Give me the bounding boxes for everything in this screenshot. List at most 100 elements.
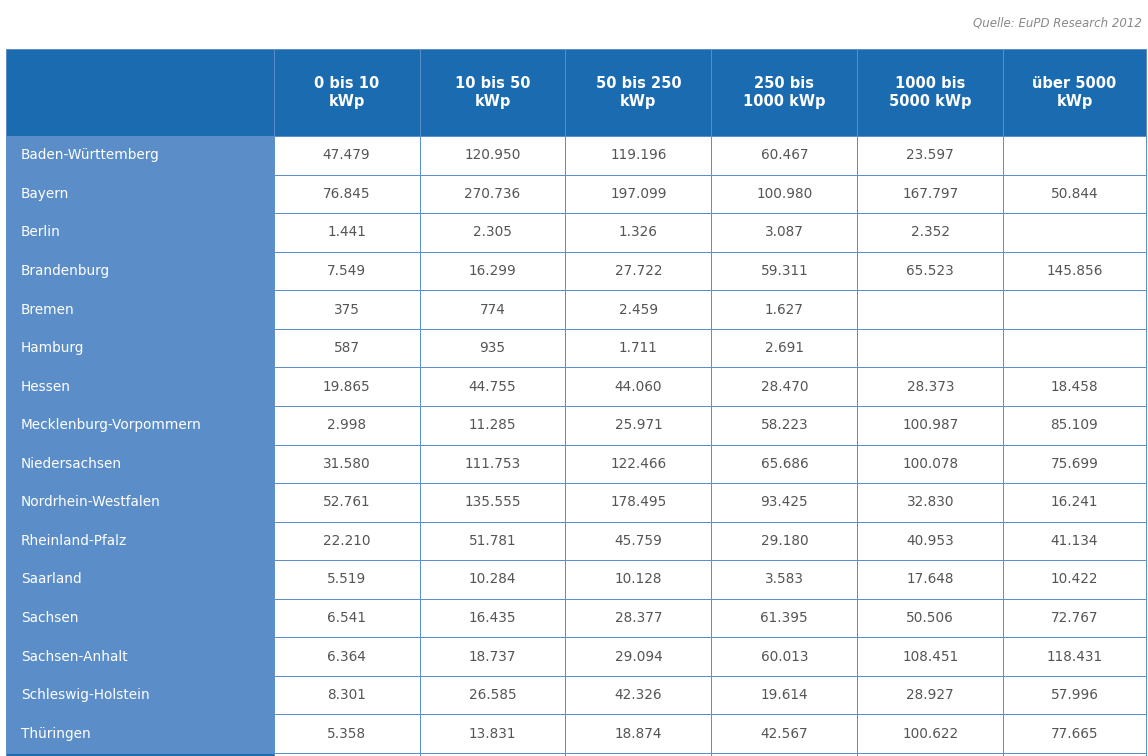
Text: über 5000
kWp: über 5000 kWp bbox=[1032, 76, 1117, 109]
Text: 19.865: 19.865 bbox=[323, 380, 371, 394]
Text: 23.597: 23.597 bbox=[907, 148, 954, 163]
Bar bbox=[6, 406, 273, 445]
Bar bbox=[1003, 49, 1146, 136]
Bar bbox=[566, 522, 712, 560]
Text: 44.755: 44.755 bbox=[468, 380, 517, 394]
Bar bbox=[419, 560, 566, 599]
Text: 59.311: 59.311 bbox=[760, 264, 808, 278]
Bar bbox=[1003, 522, 1146, 560]
Text: 28.377: 28.377 bbox=[614, 611, 662, 625]
Bar bbox=[273, 252, 419, 290]
Bar bbox=[858, 136, 1003, 175]
Bar bbox=[419, 637, 566, 676]
Bar bbox=[566, 753, 712, 756]
Text: 6.541: 6.541 bbox=[327, 611, 366, 625]
Bar bbox=[6, 290, 273, 329]
Text: 19.614: 19.614 bbox=[760, 688, 808, 702]
Bar bbox=[273, 445, 419, 483]
Text: 108.451: 108.451 bbox=[902, 649, 959, 664]
Text: 93.425: 93.425 bbox=[760, 495, 808, 510]
Text: 28.470: 28.470 bbox=[761, 380, 808, 394]
Bar bbox=[419, 406, 566, 445]
Text: 61.395: 61.395 bbox=[760, 611, 808, 625]
Text: 6.364: 6.364 bbox=[327, 649, 366, 664]
Bar bbox=[566, 213, 712, 252]
Text: 118.431: 118.431 bbox=[1046, 649, 1102, 664]
Text: 100.987: 100.987 bbox=[902, 418, 959, 432]
Bar bbox=[566, 483, 712, 522]
Text: 145.856: 145.856 bbox=[1046, 264, 1102, 278]
Text: Hamburg: Hamburg bbox=[21, 341, 84, 355]
Text: 60.013: 60.013 bbox=[761, 649, 808, 664]
Text: Quelle: EuPD Research 2012: Quelle: EuPD Research 2012 bbox=[974, 17, 1142, 29]
Bar bbox=[273, 367, 419, 406]
Text: Berlin: Berlin bbox=[21, 225, 61, 240]
Text: 60.467: 60.467 bbox=[761, 148, 808, 163]
Bar bbox=[712, 136, 858, 175]
Text: 135.555: 135.555 bbox=[464, 495, 521, 510]
Text: 52.761: 52.761 bbox=[323, 495, 371, 510]
Text: 65.686: 65.686 bbox=[760, 457, 808, 471]
Bar bbox=[1003, 445, 1146, 483]
Text: 178.495: 178.495 bbox=[611, 495, 667, 510]
Bar bbox=[566, 714, 712, 753]
Text: 22.210: 22.210 bbox=[323, 534, 371, 548]
Bar bbox=[566, 49, 712, 136]
Text: 11.285: 11.285 bbox=[468, 418, 517, 432]
Text: 27.722: 27.722 bbox=[614, 264, 662, 278]
Bar bbox=[419, 753, 566, 756]
Bar bbox=[273, 290, 419, 329]
Text: 2.305: 2.305 bbox=[473, 225, 512, 240]
Text: Sachsen-Anhalt: Sachsen-Anhalt bbox=[21, 649, 127, 664]
Bar bbox=[6, 483, 273, 522]
Text: 119.196: 119.196 bbox=[611, 148, 667, 163]
Bar bbox=[1003, 753, 1146, 756]
Text: Hessen: Hessen bbox=[21, 380, 71, 394]
Text: 13.831: 13.831 bbox=[468, 727, 517, 741]
Bar bbox=[858, 599, 1003, 637]
Bar bbox=[6, 637, 273, 676]
Bar bbox=[858, 753, 1003, 756]
Bar bbox=[1003, 599, 1146, 637]
Bar bbox=[1003, 252, 1146, 290]
Bar bbox=[712, 213, 858, 252]
Bar bbox=[858, 290, 1003, 329]
Bar bbox=[419, 483, 566, 522]
Bar bbox=[419, 290, 566, 329]
Bar bbox=[858, 714, 1003, 753]
Bar bbox=[273, 213, 419, 252]
Bar bbox=[273, 637, 419, 676]
Bar bbox=[712, 175, 858, 213]
Text: 270.736: 270.736 bbox=[465, 187, 520, 201]
Bar bbox=[6, 753, 273, 756]
Text: 75.699: 75.699 bbox=[1050, 457, 1099, 471]
Bar bbox=[858, 367, 1003, 406]
Text: 774: 774 bbox=[480, 302, 505, 317]
Text: 100.622: 100.622 bbox=[902, 727, 959, 741]
Text: 16.241: 16.241 bbox=[1050, 495, 1099, 510]
Text: 1000 bis
5000 kWp: 1000 bis 5000 kWp bbox=[889, 76, 971, 109]
Bar bbox=[712, 367, 858, 406]
Text: 25.971: 25.971 bbox=[614, 418, 662, 432]
Bar bbox=[712, 445, 858, 483]
Text: 17.648: 17.648 bbox=[907, 572, 954, 587]
Text: 85.109: 85.109 bbox=[1050, 418, 1099, 432]
Bar bbox=[273, 136, 419, 175]
Text: 10.284: 10.284 bbox=[468, 572, 517, 587]
Bar bbox=[6, 560, 273, 599]
Bar bbox=[858, 560, 1003, 599]
Text: 51.781: 51.781 bbox=[468, 534, 517, 548]
Text: 18.874: 18.874 bbox=[614, 727, 662, 741]
Bar bbox=[1003, 329, 1146, 367]
Text: 122.466: 122.466 bbox=[611, 457, 667, 471]
Bar bbox=[1003, 290, 1146, 329]
Bar bbox=[712, 49, 858, 136]
Text: Bayern: Bayern bbox=[21, 187, 69, 201]
Text: 77.665: 77.665 bbox=[1050, 727, 1099, 741]
Text: Sachsen: Sachsen bbox=[21, 611, 78, 625]
Bar bbox=[6, 714, 273, 753]
Bar bbox=[419, 175, 566, 213]
Text: 47.479: 47.479 bbox=[323, 148, 371, 163]
Bar bbox=[1003, 136, 1146, 175]
Text: 120.950: 120.950 bbox=[464, 148, 521, 163]
